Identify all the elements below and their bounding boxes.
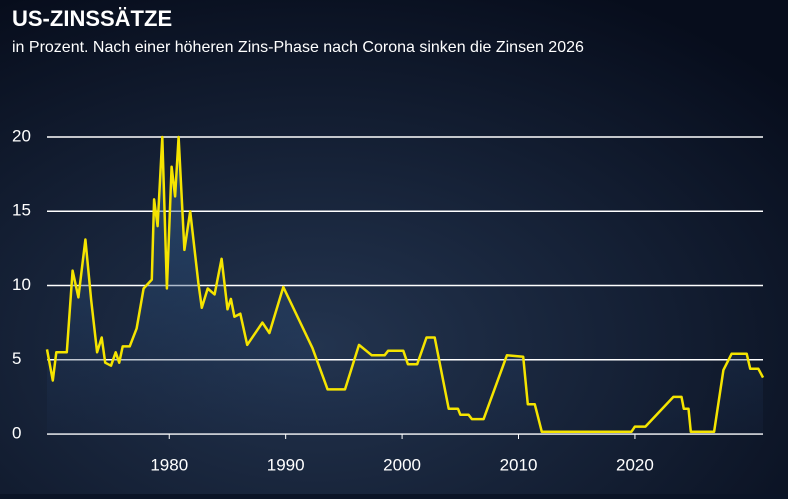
x-tick-label: 2020 [616,455,654,474]
line [45,135,765,434]
y-tick-label: 10 [12,275,31,294]
y-tick-label: 0 [12,423,21,442]
y-tick-label: 15 [12,201,31,220]
x-tick-label: 1980 [150,455,188,474]
x-tick-label: 1990 [267,455,305,474]
area [47,137,763,434]
x-tick-label: 2000 [383,455,421,474]
x-tick-label: 2010 [500,455,538,474]
chart-subtitle: in Prozent. Nach einer höheren Zins-Phas… [12,39,584,56]
y-tick-label: 5 [12,349,21,368]
chart-title: US-ZINSSÄTZE [12,6,172,31]
y-tick-label: 20 [12,126,31,145]
